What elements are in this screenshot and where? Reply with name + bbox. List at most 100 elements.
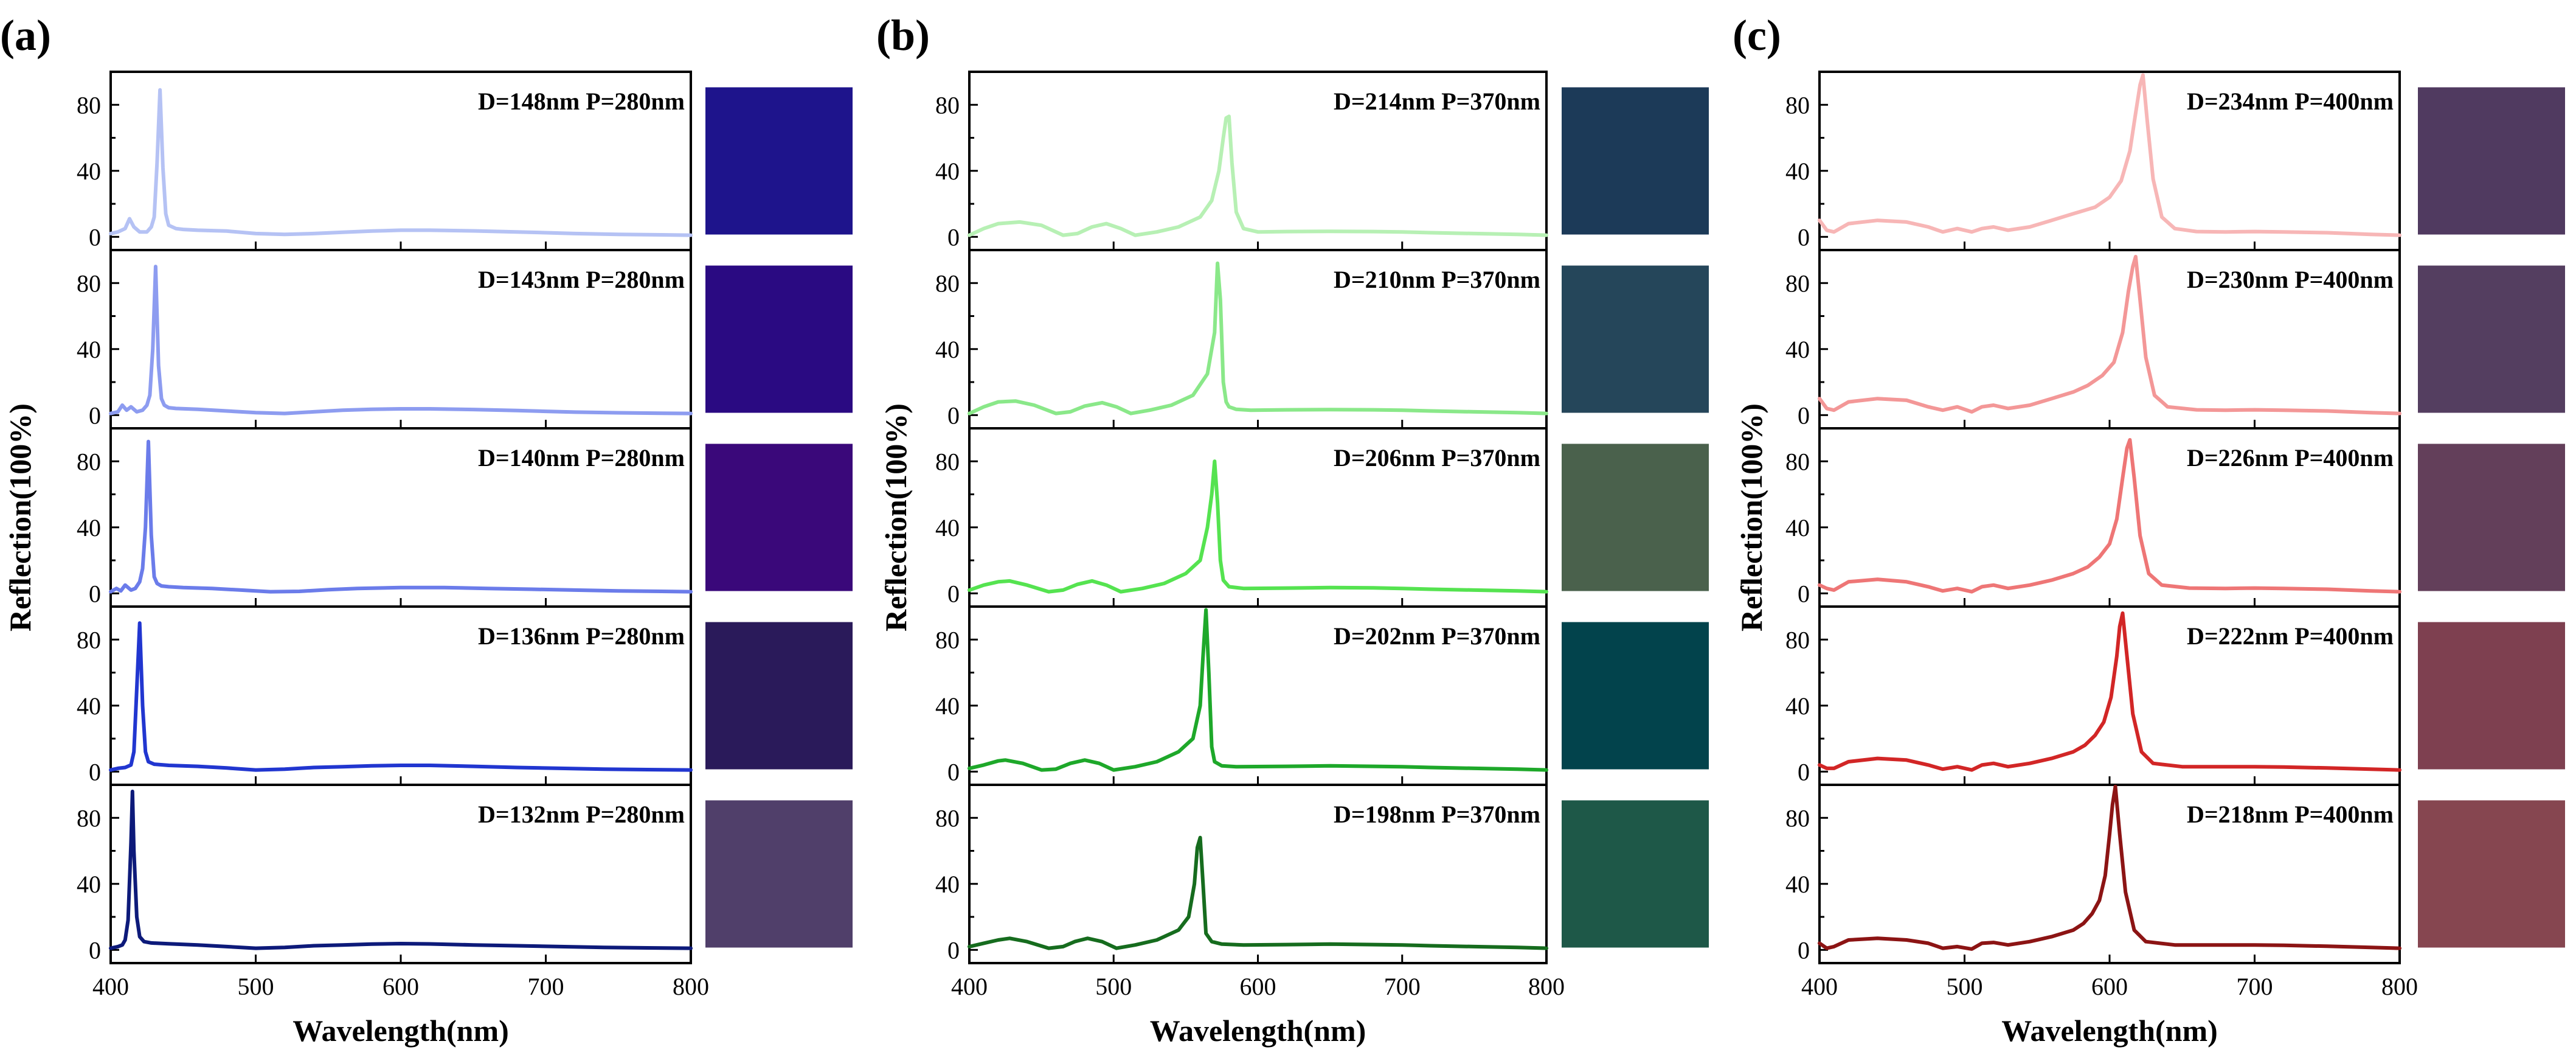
chart-panel-2: (b) 0 40 80 D=214nm P=370nm 0 40 80 D=210nm P=37…	[876, 11, 1709, 1048]
color-swatch	[2418, 87, 2565, 235]
y-tick-label: 80	[935, 626, 960, 653]
series-annotation: D=234nm P=400nm	[2187, 88, 2394, 115]
spectrum-curve	[968, 114, 1548, 237]
y-tick-label: 0	[89, 936, 101, 964]
series-annotation: D=140nm P=280nm	[478, 444, 685, 472]
spectrum-curve	[1818, 611, 2401, 772]
x-tick-label: 600	[1240, 973, 1276, 1000]
y-tick-label: 80	[1785, 448, 1810, 475]
spectrum-curve	[109, 439, 693, 594]
y-tick-label: 40	[935, 158, 960, 185]
y-tick-label: 40	[1785, 336, 1810, 363]
y-tick-label: 80	[935, 804, 960, 832]
y-tick-label: 40	[935, 871, 960, 898]
y-tick-label: 0	[1798, 758, 1810, 785]
y-tick-label: 40	[77, 871, 101, 898]
color-swatch	[2418, 444, 2565, 591]
y-tick-label: 0	[1798, 936, 1810, 964]
series-annotation: D=132nm P=280nm	[478, 801, 685, 828]
chart-panel-3: (c) 0 40 80 D=234nm P=400nm 0 40 80 D=230nm P=40…	[1733, 11, 2565, 1048]
spectrum-curve	[1818, 438, 2401, 594]
y-tick-label: 0	[947, 758, 960, 785]
x-axis-label: Wavelength(nm)	[2001, 1014, 2218, 1048]
x-tick-label: 600	[383, 973, 419, 1000]
color-swatch	[705, 265, 853, 413]
y-axis-label: Reflection(100%)	[3, 403, 37, 632]
series-annotation: D=222nm P=400nm	[2187, 622, 2394, 650]
y-tick-label: 80	[1785, 270, 1810, 297]
spectrum-curve	[968, 261, 1548, 416]
y-tick-label: 0	[947, 936, 960, 964]
spectrum-curve	[109, 265, 693, 416]
color-swatch	[2418, 622, 2565, 770]
x-tick-label: 700	[1384, 973, 1421, 1000]
series-annotation: D=136nm P=280nm	[478, 622, 685, 650]
color-swatch	[1562, 622, 1709, 770]
x-tick-label: 400	[951, 973, 988, 1000]
y-tick-label: 40	[1785, 158, 1810, 185]
x-tick-label: 500	[238, 973, 274, 1000]
series-annotation: D=198nm P=370nm	[1334, 801, 1540, 828]
y-tick-label: 80	[77, 626, 101, 653]
y-tick-label: 80	[1785, 91, 1810, 119]
spectrum-curve	[1818, 784, 2401, 951]
color-swatch	[705, 87, 853, 235]
y-tick-label: 0	[1798, 223, 1810, 251]
series-annotation: D=202nm P=370nm	[1334, 622, 1540, 650]
spectrum-curve	[968, 835, 1548, 950]
y-tick-label: 40	[77, 336, 101, 363]
series-annotation: D=143nm P=280nm	[478, 266, 685, 293]
y-tick-label: 40	[1785, 514, 1810, 541]
y-tick-label: 40	[935, 336, 960, 363]
y-tick-label: 40	[77, 158, 101, 185]
y-tick-label: 0	[1798, 402, 1810, 429]
spectrum-curve	[109, 789, 693, 950]
x-tick-label: 500	[1947, 973, 1983, 1000]
y-tick-label: 0	[947, 402, 960, 429]
panel-label: (c)	[1733, 11, 1781, 60]
y-axis-label: Reflection(100%)	[1734, 403, 1768, 632]
y-tick-label: 80	[935, 91, 960, 119]
x-axis-label: Wavelength(nm)	[1150, 1014, 1366, 1048]
y-tick-label: 40	[1785, 871, 1810, 898]
y-tick-label: 80	[77, 270, 101, 297]
x-tick-label: 800	[673, 973, 709, 1000]
color-swatch	[1562, 800, 1709, 948]
spectrum-curve	[968, 459, 1548, 594]
spectrum-curve	[1818, 254, 2401, 416]
series-annotation: D=148nm P=280nm	[478, 88, 685, 115]
y-tick-label: 80	[77, 804, 101, 832]
y-tick-label: 0	[89, 402, 101, 429]
series-annotation: D=214nm P=370nm	[1334, 88, 1540, 115]
x-tick-label: 400	[1801, 973, 1838, 1000]
panel-label: (a)	[0, 11, 51, 60]
x-tick-label: 700	[528, 973, 564, 1000]
color-swatch	[1562, 265, 1709, 413]
chart-panel-1: (a) 0 40 80 D=148nm P=280nm 0 40 80 D=143nm P=28…	[0, 11, 853, 1048]
y-tick-label: 0	[947, 223, 960, 251]
spectrum-curve	[1818, 73, 2401, 237]
y-tick-label: 0	[89, 223, 101, 251]
y-tick-label: 40	[77, 692, 101, 720]
y-tick-label: 0	[1798, 580, 1810, 607]
y-axis-label: Reflection(100%)	[879, 403, 913, 632]
series-annotation: D=206nm P=370nm	[1334, 444, 1540, 472]
y-tick-label: 80	[1785, 626, 1810, 653]
color-swatch	[1562, 87, 1709, 235]
y-tick-label: 40	[1785, 692, 1810, 720]
series-annotation: D=210nm P=370nm	[1334, 266, 1540, 293]
y-tick-label: 0	[89, 758, 101, 785]
series-annotation: D=218nm P=400nm	[2187, 801, 2394, 828]
color-swatch	[705, 800, 853, 948]
spectrum-curve	[968, 608, 1548, 772]
y-tick-label: 40	[935, 514, 960, 541]
series-annotation: D=226nm P=400nm	[2187, 444, 2394, 472]
spectrum-curve	[109, 88, 693, 237]
y-tick-label: 80	[77, 448, 101, 475]
series-annotation: D=230nm P=400nm	[2187, 266, 2394, 293]
x-axis-label: Wavelength(nm)	[293, 1014, 509, 1048]
x-tick-label: 800	[2381, 973, 2418, 1000]
color-swatch	[705, 444, 853, 591]
y-tick-label: 80	[1785, 804, 1810, 832]
